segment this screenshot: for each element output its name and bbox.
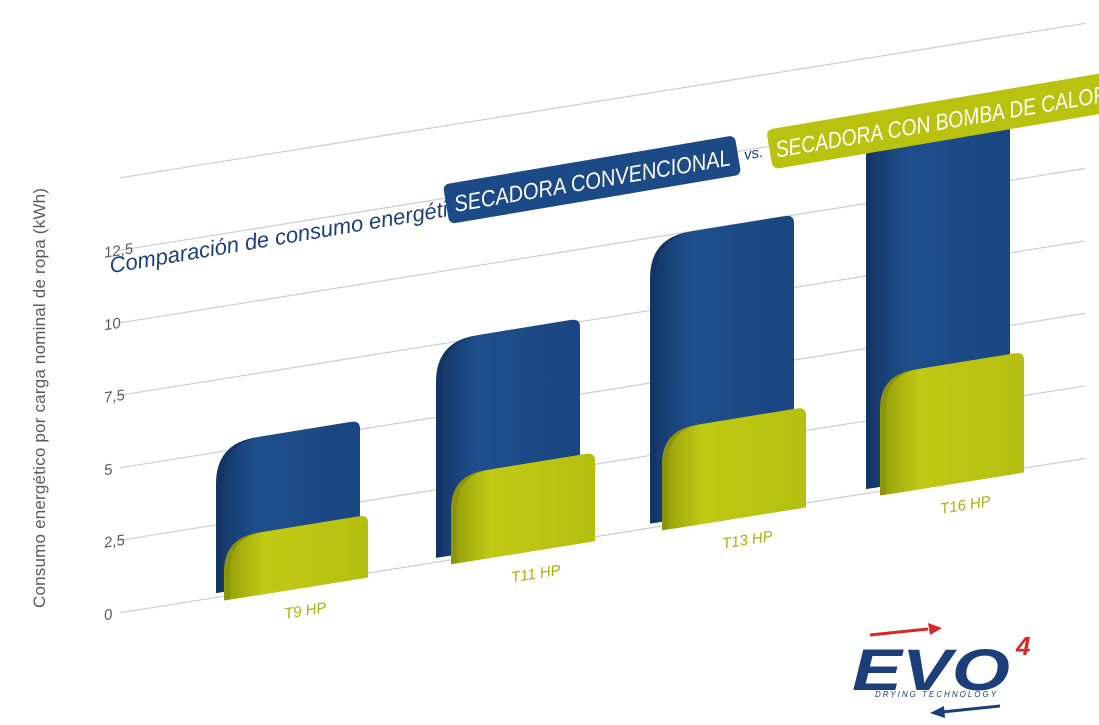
legend-bomba-swatch [767, 72, 1099, 169]
vs-label: vs. [743, 144, 765, 164]
legend-convencional-swatch [443, 136, 741, 224]
y-tick-label: 7,5 [103, 387, 127, 407]
category-label: T9 HP [283, 599, 328, 622]
y-tick-label: 2,5 [102, 532, 127, 552]
y-tick-label: 10 [103, 315, 123, 335]
logo-text: EVO [852, 638, 1010, 703]
y-tick-label: 12,5 [103, 240, 135, 261]
bar-bomba [668, 408, 806, 530]
y-tick-labels: 0 2,5 5 7,5 10 12,5 [102, 240, 135, 624]
bar-bomba [457, 453, 595, 564]
category-labels: T9 HP T11 HP T13 HP T16 HP [283, 493, 992, 623]
y-tick-label: 5 [103, 461, 115, 479]
logo-blue-arrow-icon [941, 704, 1001, 714]
category-label: T13 HP [721, 528, 774, 553]
logo-superscript: 4 [1015, 631, 1031, 661]
evo-logo: EVO 4 DRYING TECHNOLOGY [852, 623, 1031, 718]
logo-red-arrowhead-icon [928, 623, 942, 635]
y-axis-label: Consumo energético por carga nominal de … [30, 187, 49, 608]
grid-line [119, 22, 1086, 179]
logo-blue-arrowhead-icon [930, 706, 945, 718]
bar-bomba [886, 353, 1024, 495]
logo-tagline: DRYING TECHNOLOGY [875, 690, 998, 699]
logo-red-arrow-icon [869, 627, 929, 637]
category-label: T16 HP [939, 493, 992, 518]
bars [216, 94, 1024, 601]
y-tick-label: 0 [103, 606, 115, 624]
bar-bomba [230, 516, 368, 600]
title-prefix: Comparación de consumo energético - [108, 190, 486, 278]
category-label: T11 HP [510, 562, 562, 587]
